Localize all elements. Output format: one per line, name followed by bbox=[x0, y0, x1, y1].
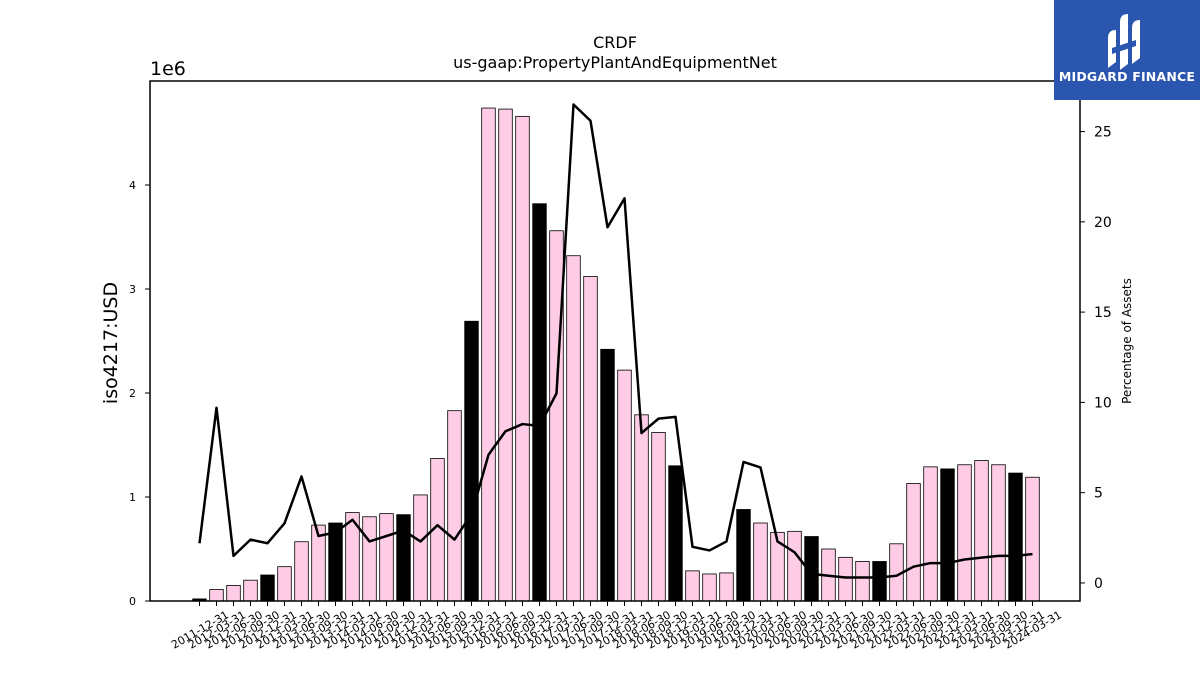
bar bbox=[634, 414, 649, 602]
bar bbox=[872, 561, 887, 602]
bar bbox=[838, 556, 853, 602]
bar bbox=[277, 566, 292, 602]
bar bbox=[957, 464, 972, 602]
bar bbox=[209, 589, 224, 602]
bar bbox=[226, 585, 241, 602]
logo-mark-icon bbox=[1108, 14, 1140, 70]
y-tick-label: 1 bbox=[129, 491, 136, 504]
bar bbox=[1008, 472, 1023, 602]
bar bbox=[243, 579, 258, 602]
bar bbox=[668, 465, 683, 602]
bar bbox=[617, 369, 632, 602]
bar bbox=[787, 530, 802, 602]
bar bbox=[260, 574, 275, 602]
chart-subtitle: us-gaap:PropertyPlantAndEquipmentNet bbox=[453, 53, 777, 72]
bar bbox=[940, 468, 955, 602]
bar bbox=[906, 483, 921, 602]
bar bbox=[481, 107, 496, 602]
y-tick-label: 0 bbox=[129, 595, 136, 608]
y-tick-label: 2 bbox=[129, 387, 136, 400]
bar bbox=[583, 276, 598, 602]
bar bbox=[600, 348, 615, 602]
logo: MIDGARD FINANCE bbox=[1054, 0, 1200, 100]
bar bbox=[396, 514, 411, 602]
bar bbox=[464, 320, 479, 602]
y-tick-label: 3 bbox=[129, 283, 136, 296]
y2-tick-label: 10 bbox=[1094, 395, 1112, 411]
bar bbox=[702, 573, 717, 602]
bar bbox=[753, 522, 768, 602]
y2-tick-label: 20 bbox=[1094, 215, 1112, 231]
bar bbox=[362, 516, 377, 602]
bar bbox=[923, 466, 938, 602]
bar bbox=[736, 509, 751, 602]
y2-tick-label: 0 bbox=[1094, 576, 1103, 592]
y-axis-label: iso4217:USD bbox=[100, 282, 122, 404]
bar bbox=[991, 464, 1006, 602]
bar bbox=[685, 570, 700, 602]
bar bbox=[498, 108, 513, 602]
bars-group bbox=[192, 107, 1040, 602]
bar bbox=[855, 561, 870, 602]
bar bbox=[294, 541, 309, 602]
axes-group: 0123405101520252011-12-312012-03-312012-… bbox=[129, 80, 1112, 652]
logo-text: MIDGARD FINANCE bbox=[1058, 69, 1196, 84]
y-tick-label: 4 bbox=[129, 179, 136, 192]
y2-tick-label: 5 bbox=[1094, 486, 1103, 502]
y2-axis-label: Percentage of Assets bbox=[1120, 278, 1134, 404]
y2-tick-label: 15 bbox=[1094, 305, 1112, 321]
bar bbox=[566, 255, 581, 602]
bar bbox=[974, 460, 989, 602]
percentage-line-group bbox=[198, 103, 1033, 579]
chart-title: CRDF bbox=[593, 33, 637, 52]
bar bbox=[532, 203, 547, 602]
bar bbox=[413, 494, 428, 602]
bar bbox=[328, 522, 343, 602]
bar bbox=[651, 432, 666, 602]
y-multiplier-label: 1e6 bbox=[150, 58, 186, 80]
percentage-line bbox=[198, 103, 1033, 579]
bar bbox=[1025, 476, 1040, 602]
bar bbox=[379, 513, 394, 602]
bar bbox=[447, 410, 462, 602]
bar bbox=[719, 572, 734, 602]
plot-frame bbox=[149, 80, 1081, 602]
y2-tick-label: 25 bbox=[1094, 125, 1112, 141]
bar bbox=[515, 115, 530, 602]
bar bbox=[549, 230, 564, 602]
